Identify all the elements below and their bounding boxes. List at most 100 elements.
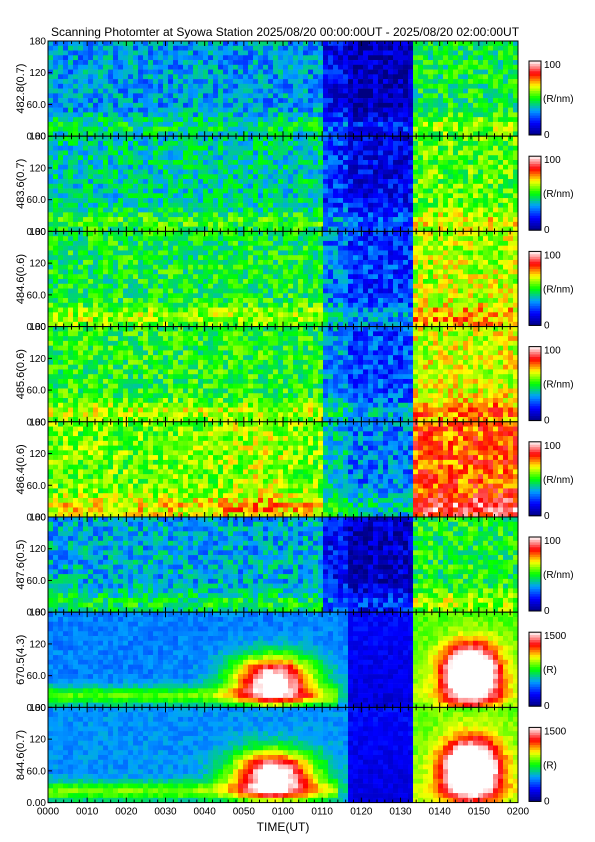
heat-cell: [258, 121, 264, 127]
heat-cell: [508, 145, 514, 151]
heat-cell: [68, 298, 74, 304]
heat-cell: [203, 217, 209, 223]
heat-cell: [458, 164, 464, 170]
heat-cell: [303, 150, 309, 156]
heat-cell: [158, 217, 164, 223]
heat-cell: [513, 93, 519, 99]
heat-cell: [178, 102, 184, 108]
heat-cell: [133, 212, 139, 218]
heat-cell: [53, 183, 59, 189]
heat-cell: [448, 140, 454, 147]
heat-cell: [168, 298, 174, 304]
heat-cell: [183, 79, 189, 85]
heat-cell: [248, 145, 254, 151]
heat-cell: [208, 121, 214, 127]
heat-cell: [513, 188, 519, 194]
heat-cell: [348, 150, 354, 156]
heat-cell: [433, 64, 439, 70]
heat-cell: [208, 250, 214, 256]
heat-cell: [108, 217, 114, 223]
heat-cell: [178, 212, 184, 218]
colorbar-segment: [529, 212, 541, 216]
heat-cell: [203, 207, 209, 213]
heat-cell: [268, 202, 274, 208]
heat-cell: [223, 121, 229, 127]
heat-cell: [173, 302, 179, 308]
heat-cell: [483, 212, 489, 218]
heat-cell: [218, 188, 224, 194]
heat-cell: [223, 169, 229, 175]
heat-cell: [418, 136, 424, 142]
heat-cell: [268, 93, 274, 99]
heat-cell: [508, 88, 514, 94]
heat-cell: [448, 212, 454, 218]
heat-cell: [258, 193, 264, 199]
heat-cell: [138, 198, 144, 204]
heat-cell: [103, 136, 109, 142]
heat-cell: [243, 145, 249, 151]
heat-cell: [443, 131, 449, 137]
heat-cell: [263, 150, 269, 156]
heat-cell: [248, 188, 254, 194]
heat-cell: [493, 188, 499, 194]
heat-cell: [128, 250, 134, 256]
heat-cell: [183, 264, 189, 270]
heat-cell: [223, 317, 229, 323]
heat-cell: [113, 283, 119, 289]
heat-cell: [353, 112, 359, 118]
heat-cell: [198, 245, 204, 251]
heat-cell: [73, 102, 79, 108]
heat-cell: [353, 169, 359, 175]
heat-cell: [133, 250, 139, 256]
heat-cell: [333, 183, 339, 189]
heat-cell: [248, 121, 254, 127]
heat-cell: [168, 140, 174, 147]
heat-cell: [163, 121, 169, 127]
heat-cell: [443, 217, 449, 223]
heat-cell: [143, 102, 149, 108]
heat-cell: [463, 207, 469, 213]
heat-cell: [363, 183, 369, 189]
heat-cell: [318, 50, 324, 56]
heat-cell: [218, 169, 224, 175]
heat-cell: [403, 164, 409, 170]
heat-cell: [313, 150, 319, 156]
heat-cell: [233, 79, 239, 85]
heat-cell: [128, 169, 134, 175]
heat-cell: [168, 212, 174, 218]
heat-cell: [248, 312, 254, 318]
heat-cell: [498, 102, 504, 108]
heat-cell: [353, 226, 359, 232]
heat-cell: [278, 93, 284, 99]
heat-cell: [508, 155, 514, 161]
heat-cell: [433, 169, 439, 175]
heat-cell: [78, 140, 84, 147]
heat-cell: [178, 274, 184, 280]
heat-cell: [123, 126, 129, 132]
heat-cell: [198, 198, 204, 204]
heat-cell: [498, 79, 504, 85]
heat-cell: [203, 83, 209, 89]
heat-cell: [423, 45, 429, 51]
heat-cell: [233, 307, 239, 313]
heat-cell: [468, 64, 474, 70]
heat-cell: [108, 293, 114, 299]
heat-cell: [448, 55, 454, 61]
heat-cell: [103, 102, 109, 108]
heat-cell: [253, 264, 259, 270]
heat-cell: [168, 240, 174, 246]
heat-cell: [163, 312, 169, 318]
colorbar-segment: [529, 168, 541, 172]
heat-cell: [128, 245, 134, 251]
heat-cell: [53, 74, 59, 80]
heat-cell: [123, 131, 129, 137]
heat-cell: [148, 50, 154, 56]
heat-cell: [168, 45, 174, 51]
heat-cell: [133, 179, 139, 185]
heat-cell: [508, 74, 514, 80]
heat-cell: [293, 217, 299, 223]
heat-cell: [193, 79, 199, 85]
heat-cell: [93, 302, 99, 308]
heat-cell: [398, 193, 404, 199]
heat-cell: [463, 140, 469, 147]
